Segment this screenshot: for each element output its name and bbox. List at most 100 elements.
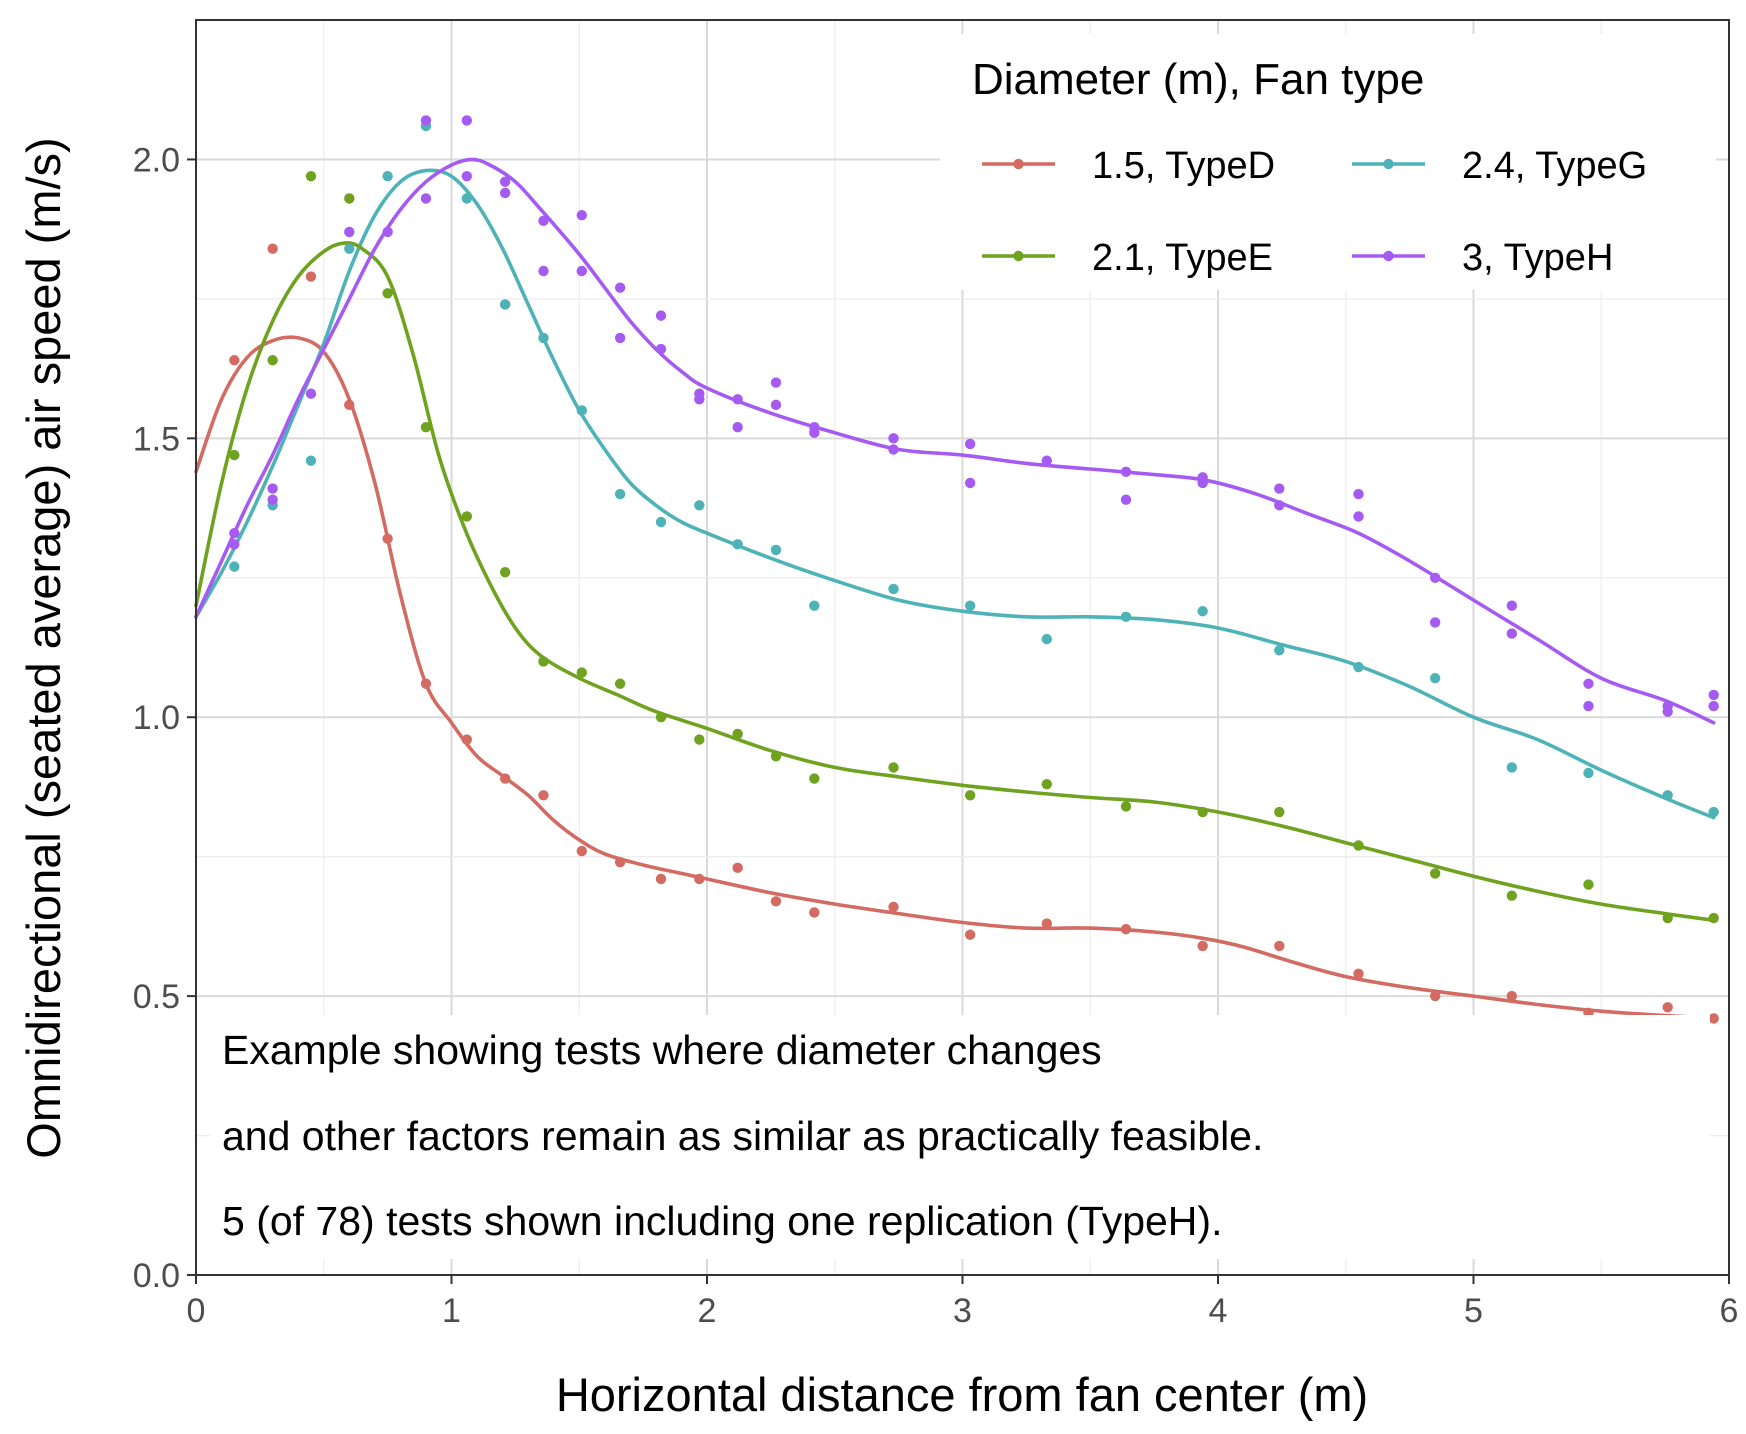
annotation-background [210,1015,1710,1259]
data-point-2-4-typeg [1274,645,1285,656]
data-point-3-typeh [1708,700,1719,712]
data-point-2-1-typee [770,751,782,762]
data-point-2-4-typeg [305,455,317,466]
data-point-2-1-typee [1274,806,1285,818]
data-point-2-1-typee [499,567,511,578]
data-point-1-5-typed [809,907,820,918]
data-point-3-typeh [1120,494,1132,505]
data-point-2-1-typee [1041,778,1053,790]
data-point-2-4-typeg [1583,767,1594,779]
data-point-1-5-typed [267,243,278,254]
data-point-2-1-typee [1708,912,1719,924]
y-tick-label: 2.0 [133,141,180,179]
legend-label-2-1-typee: 2.1, TypeE [1092,237,1273,279]
data-point-2-4-typeg [614,488,626,500]
series-line-3-typeh [194,157,1716,725]
y-tick-label: 1.0 [133,699,180,737]
x-tick-label: 4 [1209,1292,1228,1330]
legend-label-2-4-typeg: 2.4, TypeG [1462,145,1647,187]
data-point-2-1-typee [382,288,393,299]
data-point-2-1-typee [809,773,820,784]
data-point-2-1-typee [1429,868,1441,879]
data-point-3-typeh [809,427,820,438]
data-point-2-4-typeg [1041,633,1053,645]
x-tick-label: 0 [187,1292,206,1330]
data-point-3-typeh [1506,628,1518,639]
data-point-2-1-typee [229,449,240,461]
data-point-2-4-typeg [964,600,976,611]
annotation-line-1: Example showing tests where diameter cha… [222,1027,1102,1073]
data-point-2-4-typeg [732,539,743,550]
data-point-3-typeh [420,115,432,126]
data-point-1-5-typed [1506,990,1518,1002]
data-point-3-typeh [964,438,976,450]
data-point-3-typeh [655,343,667,355]
data-point-2-4-typeg [499,299,511,310]
data-point-3-typeh [888,433,899,444]
data-point-3-typeh [1662,706,1673,717]
legend-label-1-5-typed: 1.5, TypeD [1092,145,1275,187]
data-point-3-typeh [305,388,317,399]
x-tick-label: 6 [1720,1292,1739,1330]
y-tick-label: 0.0 [133,1257,180,1295]
data-point-3-typeh [538,215,549,226]
legend-key-point-2-1-typee [1013,250,1024,262]
axis-ticks: 0 1 2 3 4 5 6 0.0 0.5 1.0 1.5 2.0 [133,141,1739,1330]
data-point-2-1-typee [1353,840,1364,851]
data-point-3-typeh [732,394,743,405]
data-point-2-4-typeg [809,600,820,611]
annotation-line-2: and other factors remain as similar as p… [222,1113,1263,1159]
data-point-3-typeh [1583,678,1594,689]
data-point-3-typeh [229,527,240,539]
data-point-2-1-typee [267,355,278,366]
data-point-1-5-typed [1708,1013,1719,1024]
data-point-3-typeh [420,193,432,204]
data-point-1-5-typed [461,734,473,745]
data-point-3-typeh [538,265,549,277]
data-point-2-1-typee [1583,879,1594,890]
data-point-3-typeh [770,399,782,411]
data-point-2-4-typeg [1708,806,1719,818]
data-point-1-5-typed [538,790,549,801]
data-point-2-4-typeg [1506,762,1518,773]
data-point-2-4-typeg [538,332,549,344]
x-tick-label: 2 [698,1292,717,1330]
data-point-3-typeh [461,115,473,126]
data-point-3-typeh [1274,483,1285,494]
data-point-3-typeh [576,265,588,277]
annotation: Example showing tests where diameter cha… [222,1027,1263,1244]
data-point-2-1-typee [888,762,899,773]
legend-key-point-3-typeh [1383,250,1394,262]
data-point-3-typeh [694,394,705,405]
data-point-3-typeh [499,176,511,187]
data-point-3-typeh [461,170,473,182]
series-line-2-1-typee [194,241,1716,923]
data-point-2-1-typee [964,790,976,801]
data-point-2-1-typee [538,656,549,667]
data-point-3-typeh [1429,617,1441,628]
data-point-2-4-typeg [1197,606,1208,617]
data-point-2-4-typeg [1120,611,1132,623]
data-point-3-typeh [1506,600,1518,611]
data-point-2-4-typeg [1353,661,1364,673]
x-axis-title: Horizontal distance from fan center (m) [556,1368,1368,1421]
data-point-2-1-typee [576,667,588,678]
plot-border [195,19,1730,1276]
data-point-3-typeh [267,483,278,494]
data-point-2-4-typeg [1429,672,1441,684]
data-point-3-typeh [1274,500,1285,511]
data-point-1-5-typed [1662,1002,1673,1013]
data-point-2-4-typeg [461,193,473,204]
data-point-1-5-typed [420,678,432,689]
x-tick-label: 1 [442,1292,461,1330]
data-point-3-typeh [964,477,976,489]
data-point-2-1-typee [1120,801,1132,812]
data-point-1-5-typed [1197,940,1208,952]
data-point-1-5-typed [888,901,899,913]
data-point-1-5-typed [1429,990,1441,1002]
data-points [229,115,1719,1024]
data-point-1-5-typed [382,533,393,544]
data-point-3-typeh [1353,488,1364,500]
data-point-2-4-typeg [344,243,355,254]
